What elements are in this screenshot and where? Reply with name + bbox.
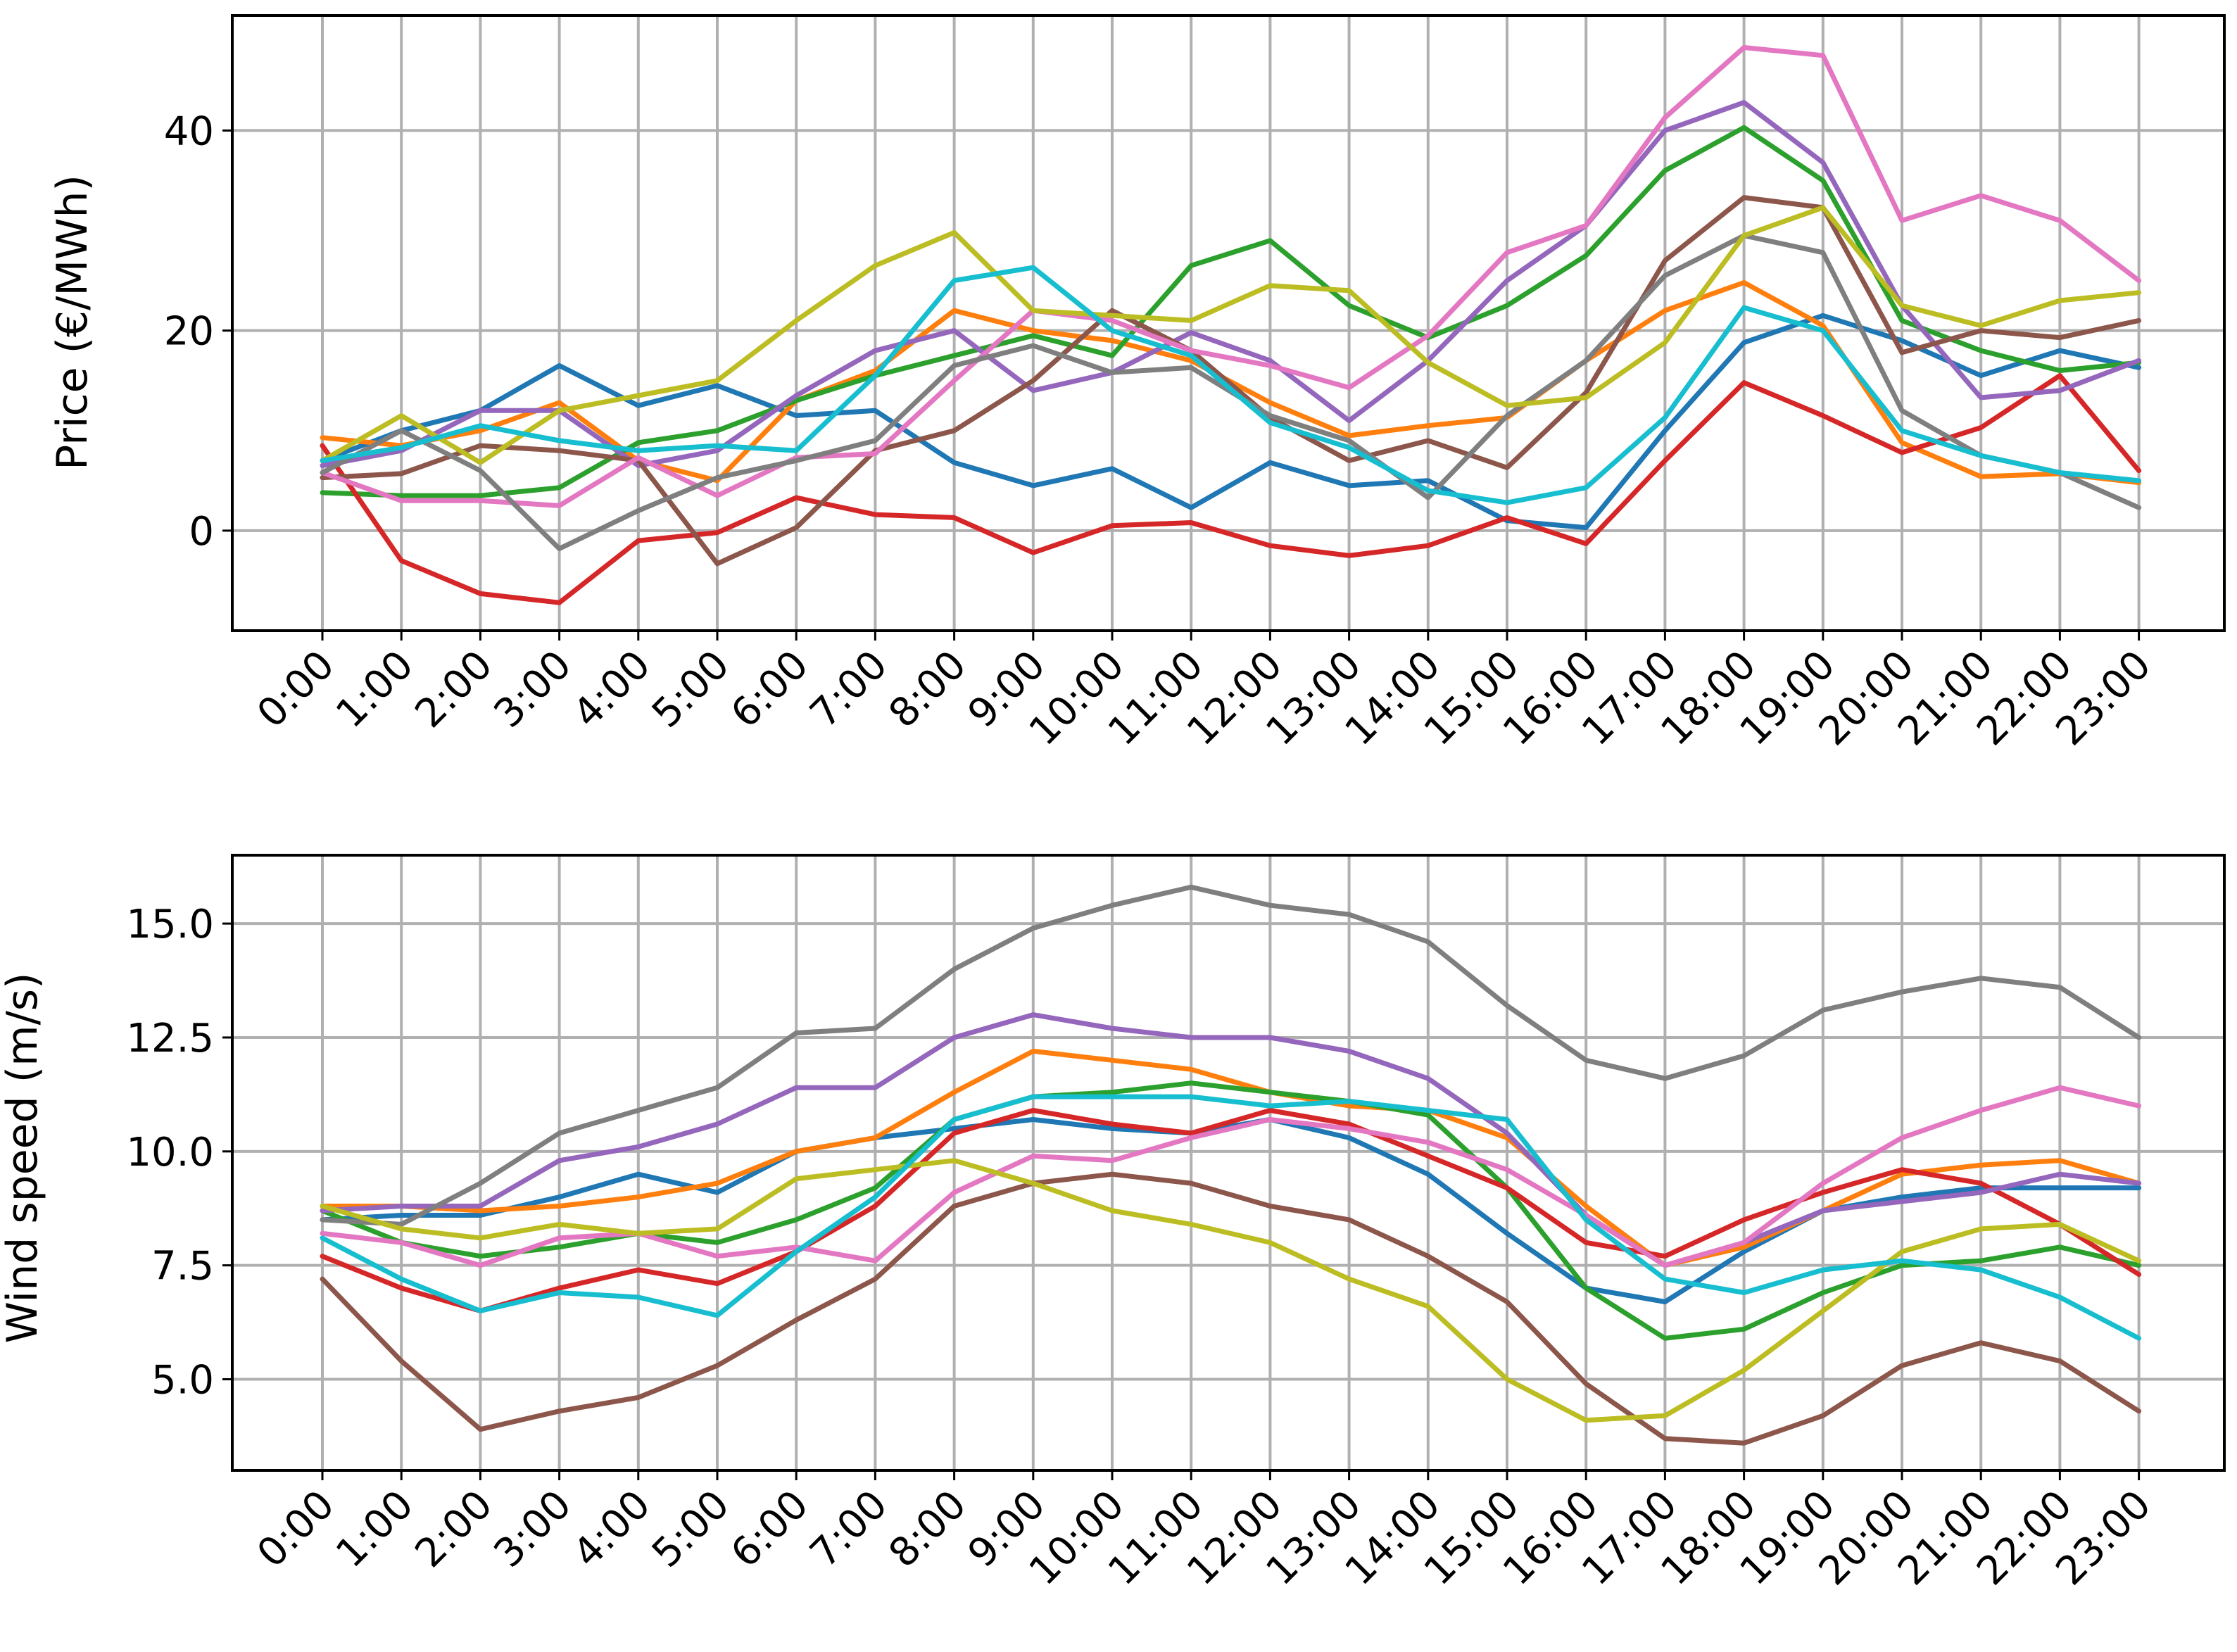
price-series-3-line bbox=[320, 125, 2142, 498]
wind-y-axis-label: Wind speed (m/s) bbox=[0, 973, 47, 1344]
wind-series-2-line bbox=[320, 1048, 2142, 1268]
price-x-tick-label: 3:00 bbox=[486, 642, 581, 737]
wind-series-9-line bbox=[320, 1158, 2142, 1423]
wind-y-tick-label: 7.5 bbox=[151, 1244, 214, 1290]
wind-y-tick-label: 5.0 bbox=[151, 1358, 214, 1404]
wind-series-5-line bbox=[320, 1012, 2142, 1268]
price-x-tick-label: 4:00 bbox=[565, 642, 660, 737]
price-x-tick-label: 5:00 bbox=[643, 642, 738, 737]
wind-series-8-line bbox=[320, 884, 2142, 1227]
wind-series-lines bbox=[320, 884, 2142, 1446]
wind-x-tick-label: 2:00 bbox=[406, 1482, 501, 1577]
price-x-tick-label: 0:00 bbox=[248, 642, 344, 737]
price-gridlines bbox=[232, 15, 2224, 631]
wind-x-tick-label: 5:00 bbox=[643, 1482, 738, 1577]
price-series-lines bbox=[320, 45, 2142, 605]
wind-series-10-line bbox=[320, 1094, 2142, 1341]
wind-series-6-line bbox=[320, 1171, 2142, 1446]
price-y-axis: 0 20 40 bbox=[164, 108, 232, 555]
price-y-tick-label: 0 bbox=[189, 509, 214, 555]
wind-x-tick-label: 7:00 bbox=[801, 1482, 896, 1577]
wind-x-tick-label: 6:00 bbox=[722, 1482, 817, 1577]
wind-x-tick-label: 8:00 bbox=[881, 1482, 976, 1577]
price-plot-frame bbox=[231, 14, 2226, 632]
price-series-4-line bbox=[320, 373, 2142, 605]
wind-gridlines bbox=[232, 855, 2224, 1470]
wind-speed-chart: 5.07.510.012.515.0 0:001:002:003:004:005… bbox=[0, 854, 2226, 1594]
wind-x-tick-label: 0:00 bbox=[248, 1482, 344, 1577]
price-series-6-line bbox=[320, 195, 2142, 567]
price-x-tick-label: 1:00 bbox=[327, 642, 422, 737]
price-y-tick-label: 20 bbox=[164, 309, 214, 355]
price-series-9-line bbox=[320, 205, 2142, 465]
wind-series-1-line bbox=[320, 1117, 2142, 1304]
wind-plot-frame bbox=[231, 854, 2226, 1472]
price-series-5-line bbox=[320, 100, 2142, 468]
price-y-axis-label: Price (€/MWh) bbox=[48, 175, 97, 470]
price-x-tick-label: 2:00 bbox=[406, 642, 501, 737]
price-x-tick-label: 8:00 bbox=[881, 642, 976, 737]
wind-x-axis: 0:001:002:003:004:005:006:007:008:009:00… bbox=[248, 1470, 2160, 1594]
price-series-10-line bbox=[320, 265, 2142, 505]
wind-y-tick-label: 10.0 bbox=[126, 1130, 214, 1175]
wind-x-tick-label: 4:00 bbox=[565, 1482, 660, 1577]
wind-y-tick-label: 15.0 bbox=[126, 902, 214, 947]
wind-series-4-line bbox=[320, 1108, 2142, 1313]
wind-x-tick-label: 1:00 bbox=[327, 1482, 422, 1577]
price-x-tick-label: 7:00 bbox=[801, 642, 896, 737]
wind-x-tick-label: 3:00 bbox=[486, 1482, 581, 1577]
price-series-7-line bbox=[320, 45, 2142, 508]
price-chart: 0 20 40 0:001:002:003:004:005:006:007:008:… bbox=[48, 14, 2226, 755]
price-x-tick-label: 6:00 bbox=[722, 642, 817, 737]
price-x-axis: 0:001:002:003:004:005:006:007:008:009:00… bbox=[248, 631, 2160, 755]
price-y-tick-label: 40 bbox=[164, 108, 214, 154]
wind-y-axis: 5.0 7.5 10.0 12.5 15.0 bbox=[126, 902, 232, 1404]
wind-y-tick-label: 12.5 bbox=[126, 1016, 214, 1061]
